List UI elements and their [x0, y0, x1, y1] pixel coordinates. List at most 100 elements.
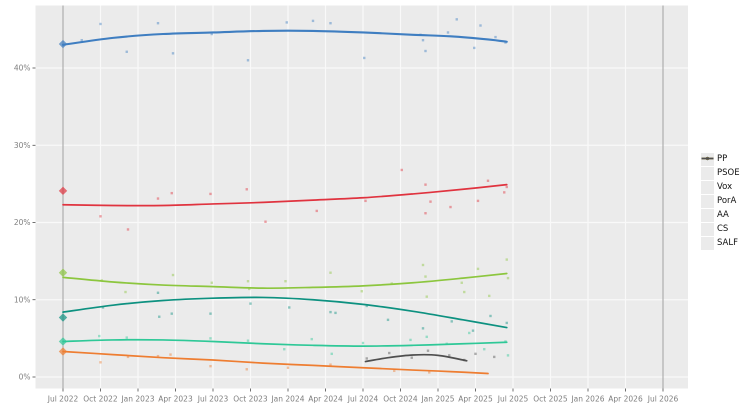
poll-point-pora: [101, 306, 105, 309]
poll-point-psoe: [364, 199, 367, 203]
poll-point-pp: [329, 21, 332, 25]
trend-line-pora: [62, 296, 508, 329]
poll-point-salf: [365, 357, 368, 360]
poll-point-salf: [474, 352, 477, 356]
legend-label: AA: [717, 209, 729, 220]
x-tick-label: Apr 2024: [308, 395, 343, 404]
x-tick-label: Oct 2024: [383, 395, 418, 404]
legend-item-pora: PorA: [701, 156, 740, 208]
poll-point-pp: [421, 38, 425, 42]
poll-point-vox: [424, 275, 427, 278]
x-tick-label: Jul 2022: [47, 395, 79, 404]
poll-point-cs: [209, 364, 212, 368]
x-tick-label: Apr 2026: [608, 395, 643, 404]
poll-point-cs: [428, 371, 431, 374]
trend-line-salf: [364, 353, 468, 363]
poll-point-psoe: [209, 192, 212, 196]
election-result-diamond-psoe: [58, 186, 68, 196]
poll-point-vox: [284, 280, 287, 283]
poll-point-psoe: [126, 228, 130, 231]
legend-key-icon: [701, 156, 714, 180]
x-tick-label: Jul 2024: [347, 395, 379, 404]
poll-point-psoe: [170, 191, 173, 195]
trend-line-aa: [62, 338, 508, 347]
election-result-diamond-pora: [58, 313, 68, 322]
legend-item-psoe: PSOE: [701, 156, 740, 180]
poll-point-pp: [171, 52, 175, 55]
poll-point-pora: [170, 312, 173, 315]
poll-point-salf: [388, 351, 391, 355]
x-tick-label: Oct 2022: [83, 395, 118, 404]
x-tick-label: Apr 2023: [158, 395, 193, 404]
poll-point-vox: [248, 287, 251, 291]
poll-point-pora: [450, 320, 453, 323]
legend-label: Vox: [717, 181, 733, 192]
poll-point-aa: [125, 336, 128, 339]
poll-point-psoe: [486, 179, 490, 182]
poll-point-psoe: [156, 197, 160, 200]
poll-point-pora: [156, 291, 160, 294]
poll-point-vox: [506, 276, 510, 280]
poll-point-aa: [425, 335, 428, 339]
y-tick-label: 20%: [14, 218, 31, 227]
poll-point-pora: [505, 321, 508, 325]
poll-point-psoe: [315, 209, 318, 213]
poll-point-salf: [448, 354, 451, 357]
poll-point-pp: [80, 38, 83, 42]
poll-point-pora: [209, 312, 212, 315]
poll-point-psoe: [264, 220, 267, 223]
trend-line-cs: [62, 350, 489, 375]
poll-point-psoe: [476, 199, 480, 203]
poll-point-pp: [125, 50, 128, 53]
poll-point-psoe: [99, 215, 102, 218]
legend-item-vox: Vox: [701, 156, 740, 194]
poll-point-aa: [310, 337, 313, 341]
poll-point-pora: [365, 304, 368, 308]
election-result-diamond-vox: [58, 268, 68, 277]
legend-key-icon: [701, 156, 714, 208]
y-tick-label: 30%: [14, 141, 31, 150]
poll-point-vox: [329, 271, 332, 274]
poll-point-pora: [249, 302, 252, 305]
poll-point-psoe: [429, 200, 432, 203]
poll-point-aa: [506, 354, 510, 357]
poll-point-pp: [311, 19, 315, 23]
poll-point-aa: [409, 338, 412, 342]
poll-point-pp: [246, 59, 250, 62]
legend-label: PP: [717, 153, 728, 164]
legend-key-icon: [701, 156, 714, 250]
poll-point-pp: [210, 32, 213, 36]
poll-point-pp: [156, 21, 160, 25]
poll-point-psoe: [449, 205, 452, 209]
poll-point-aa: [283, 347, 286, 351]
legend-label: CS: [717, 223, 729, 234]
poll-point-pora: [158, 315, 161, 318]
poll-point-vox: [505, 258, 508, 261]
poll-point-aa: [209, 337, 212, 340]
poll-point-pora: [421, 327, 425, 330]
poll-point-psoe: [503, 191, 506, 194]
poll-point-pp: [363, 56, 366, 60]
poll-point-cs: [286, 366, 290, 369]
poll-point-psoe: [400, 168, 403, 172]
x-tick-label: Jan 2025: [420, 395, 454, 404]
poll-point-cs: [245, 368, 248, 371]
legend-key-icon: [701, 156, 714, 236]
poll-point-vox: [488, 294, 491, 298]
x-tick-label: Jan 2023: [120, 395, 154, 404]
poll-point-aa: [468, 331, 471, 335]
legend-item-salf: SALF: [701, 156, 740, 250]
poll-point-cs: [329, 363, 332, 366]
trend-line-vox: [62, 272, 508, 290]
legend-item-cs: CS: [701, 156, 740, 236]
poll-point-cs: [99, 361, 102, 364]
poll-point-vox: [360, 290, 363, 293]
poll-point-cs: [156, 354, 160, 358]
trend-line-pp: [61, 29, 508, 46]
election-result-diamond-pp: [58, 39, 68, 49]
poll-point-vox: [171, 273, 175, 277]
x-tick-label: Apr 2025: [458, 395, 493, 404]
trend-line-psoe: [62, 183, 508, 207]
plot-panel: [35, 5, 688, 389]
poll-point-vox: [421, 263, 425, 267]
